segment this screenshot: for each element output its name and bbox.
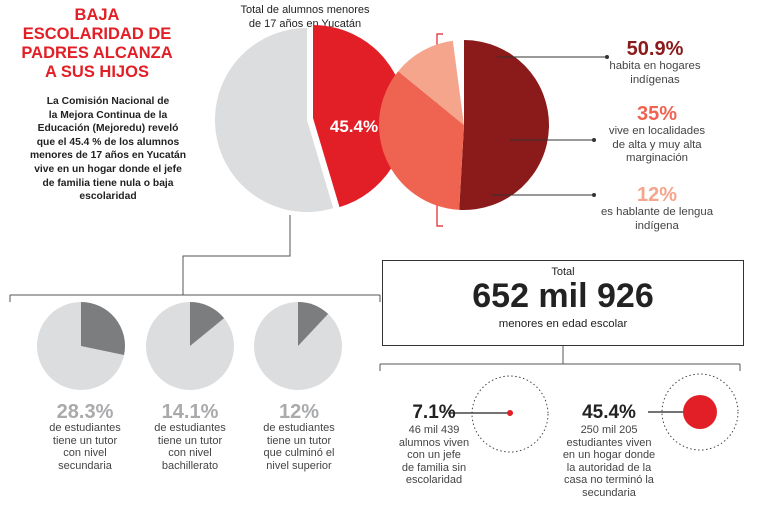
breakdown-pie [378,40,549,211]
bottom-stat-caption-2: 250 mil 205 estudiantes viven en un hoga… [562,424,656,499]
small-pie-item-3: 12% de estudiantes tiene un tutor que cu… [244,402,354,472]
breakdown-slice-1 [459,40,549,211]
main-pie-slice-highlight [313,25,407,208]
small-pie-pct-3: 12% [278,401,320,423]
breakdown-slice-2 [378,71,464,210]
leader-dot-3 [592,193,596,197]
bottom-stat-pct-2: 45.4% [582,402,636,423]
small-pie-pct-2: 14.1% [161,401,219,423]
breakdown-item-2: 35% vive en localidades de alta y muy al… [595,103,719,166]
stat-dot-large [683,395,717,429]
breakdown-item-1: 50.9% habita en hogares indígenas [600,38,710,87]
breakdown-caption-1: habita en hogares indígenas [609,60,701,86]
small-pie-2-slice [190,302,225,346]
headline: BAJA ESCOLARIDAD DE PADRES ALCANZA A SUS… [21,6,173,81]
breakdown-slice-3 [398,40,464,126]
total-value: 652 mil 926 [472,277,654,315]
intro-text: La Comisión Nacional de la Mejora Contin… [29,96,187,203]
main-pie-title: Total de alumnos menores de 17 años en Y… [240,4,370,30]
small-pie-1-slice [81,302,125,356]
small-pies [37,302,342,390]
stat-dot-small [507,410,513,416]
total-caption: menores en edad escolar [498,318,628,330]
breakdown-pct-3: 12% [636,184,678,206]
total-label: Total [551,266,575,278]
small-pie-item-2: 14.1% de estudiantes tiene un tutor con … [135,402,245,472]
main-pie-label: 45.4% [330,117,378,136]
small-pie-caption-1: de estudiantes tiene un tutor con nivel … [49,422,121,472]
leader-dot-2 [592,138,596,142]
small-pie-item-1: 28.3% de estudiantes tiene un tutor con … [30,402,140,472]
bottom-stat-2: 45.4% 250 mil 205 estudiantes viven en u… [558,402,660,499]
breakdown-item-3: 12% es hablante de lengua indígena [590,184,724,233]
bottom-stat-caption-1: 46 mil 439 alumnos viven con un jefe de … [398,424,470,486]
main-pie [215,25,407,212]
dotted-circle-1 [471,375,549,453]
main-pie-slice-other [215,28,334,212]
small-pie-caption-3: de estudiantes tiene un tutor que culmin… [263,422,335,472]
small-pie-caption-2: de estudiantes tiene un tutor con nivel … [154,422,226,472]
bottom-stat-1: 7.1% 46 mil 439 alumnos viven con un jef… [388,402,480,487]
dotted-circle-2 [661,373,739,451]
breakdown-caption-3: es hablante de lengua indígena [600,206,714,232]
breakdown-pct-1: 50.9% [626,38,684,60]
small-pie-3-slice [298,302,329,346]
tree-connector [9,215,381,302]
leader-dot-1 [605,55,609,59]
breakdown-pct-2: 35% [636,103,678,125]
bottom-stat-pct-1: 7.1% [412,402,456,423]
total-connector [379,346,741,371]
total-box: Total 652 mil 926 menores en edad escola… [382,260,744,346]
small-pie-pct-1: 28.3% [56,401,114,423]
breakdown-caption-2: vive en localidades de alta y muy alta m… [608,125,706,164]
